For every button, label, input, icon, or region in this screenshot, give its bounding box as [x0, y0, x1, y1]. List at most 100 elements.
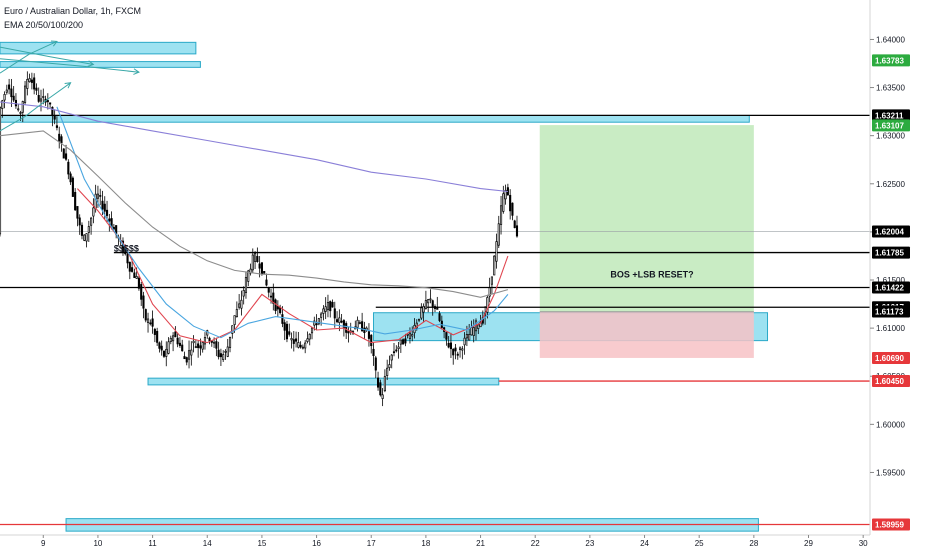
candle-body	[379, 382, 382, 396]
candle-body	[137, 277, 140, 289]
candle-body	[449, 342, 452, 350]
candle-body	[199, 345, 202, 349]
candle-body	[493, 255, 496, 276]
candle-body	[333, 308, 336, 319]
x-tick-label: 9	[41, 539, 46, 548]
trend-arrow	[0, 46, 94, 65]
candle-body	[176, 337, 179, 345]
candle-body	[144, 309, 147, 321]
candle-body	[99, 195, 102, 197]
chart-symbol-title: Euro / Australian Dollar, 1h, FXCM	[4, 6, 142, 16]
ema-line	[56, 106, 509, 339]
candle-body	[292, 339, 295, 344]
price-badge-label: 1.63783	[875, 56, 904, 65]
candle-body	[461, 348, 464, 351]
candle-body	[8, 84, 11, 90]
price-badge	[872, 109, 910, 122]
candle-body	[213, 341, 216, 344]
candle-body	[472, 327, 475, 336]
candle-body	[101, 200, 104, 210]
candle-body	[64, 153, 68, 160]
candle-body	[146, 318, 150, 323]
candle-body	[308, 333, 311, 340]
candle-body	[247, 270, 250, 282]
candle-body	[153, 328, 156, 335]
candle-body	[254, 253, 257, 262]
candle-body	[160, 345, 163, 351]
y-tick-label: 1.64000	[876, 35, 905, 44]
candle-body	[317, 318, 320, 325]
candle-body	[386, 367, 389, 376]
candle-body	[408, 332, 412, 339]
candle-body	[58, 133, 61, 142]
candle-body	[468, 334, 471, 341]
candle-body	[1, 100, 4, 109]
candle-body	[513, 220, 516, 229]
trend-arrow	[0, 58, 139, 73]
y-tick-label: 1.61000	[876, 324, 905, 333]
ema-layer	[0, 101, 509, 344]
candle-body	[445, 332, 448, 340]
candle-body	[208, 337, 211, 342]
x-tick-label: 28	[749, 539, 758, 548]
candle-body	[14, 99, 17, 107]
candle-body	[424, 300, 427, 309]
candle-body	[67, 161, 70, 175]
candle-body	[76, 206, 79, 219]
price-badge-label: 1.61422	[875, 284, 904, 293]
candle-body	[465, 334, 468, 339]
candle-body	[290, 338, 293, 341]
candle-body	[162, 350, 166, 357]
candle-body	[178, 342, 181, 346]
candle-body	[515, 225, 519, 237]
candle-body	[12, 95, 15, 101]
candle-body	[60, 136, 63, 144]
price-badge-label: 1.58959	[875, 521, 904, 530]
stop-loss-zone	[539, 311, 754, 358]
candle-body	[85, 233, 88, 242]
candle-body	[133, 272, 136, 278]
candle-body	[190, 349, 193, 356]
candle-body	[87, 226, 90, 233]
candle-body	[224, 350, 227, 353]
price-badge	[872, 246, 910, 259]
candle-body	[251, 254, 254, 271]
candle-body	[456, 353, 459, 356]
trend-arrow	[0, 82, 71, 132]
candle-body	[436, 306, 439, 310]
x-tick-label: 23	[585, 539, 594, 548]
candle-body	[181, 344, 184, 352]
candle-body	[477, 324, 480, 329]
candle-body	[377, 377, 380, 388]
price-badge	[872, 518, 910, 531]
candle-body	[295, 338, 298, 342]
candle-body	[381, 394, 384, 399]
candle-body	[226, 346, 229, 357]
candle-body	[167, 341, 170, 354]
candle-body	[338, 317, 341, 323]
candle-body	[21, 101, 24, 113]
price-badge-label: 1.63211	[875, 111, 904, 120]
candle-body	[288, 331, 291, 335]
ema-line	[0, 101, 508, 193]
candle-body	[420, 307, 423, 319]
price-badge	[872, 225, 910, 238]
candle-body	[83, 234, 86, 241]
candle-body	[78, 217, 81, 226]
axis-layer: 1.640001.635001.630001.625001.620001.615…	[0, 0, 905, 548]
candle-body	[242, 290, 245, 297]
zone-rect	[0, 61, 201, 68]
candle-body	[260, 262, 263, 275]
candle-body	[299, 344, 302, 348]
candle-body	[192, 340, 195, 344]
candle-body	[285, 323, 289, 340]
price-badge	[872, 281, 910, 294]
candle-body	[502, 193, 505, 212]
candle-body	[149, 322, 152, 325]
trend-arrow-head	[50, 40, 58, 47]
candle-body	[336, 319, 339, 323]
candle-body	[281, 314, 284, 324]
candle-body	[313, 320, 316, 326]
dollar-label: $$$$$	[114, 244, 139, 254]
